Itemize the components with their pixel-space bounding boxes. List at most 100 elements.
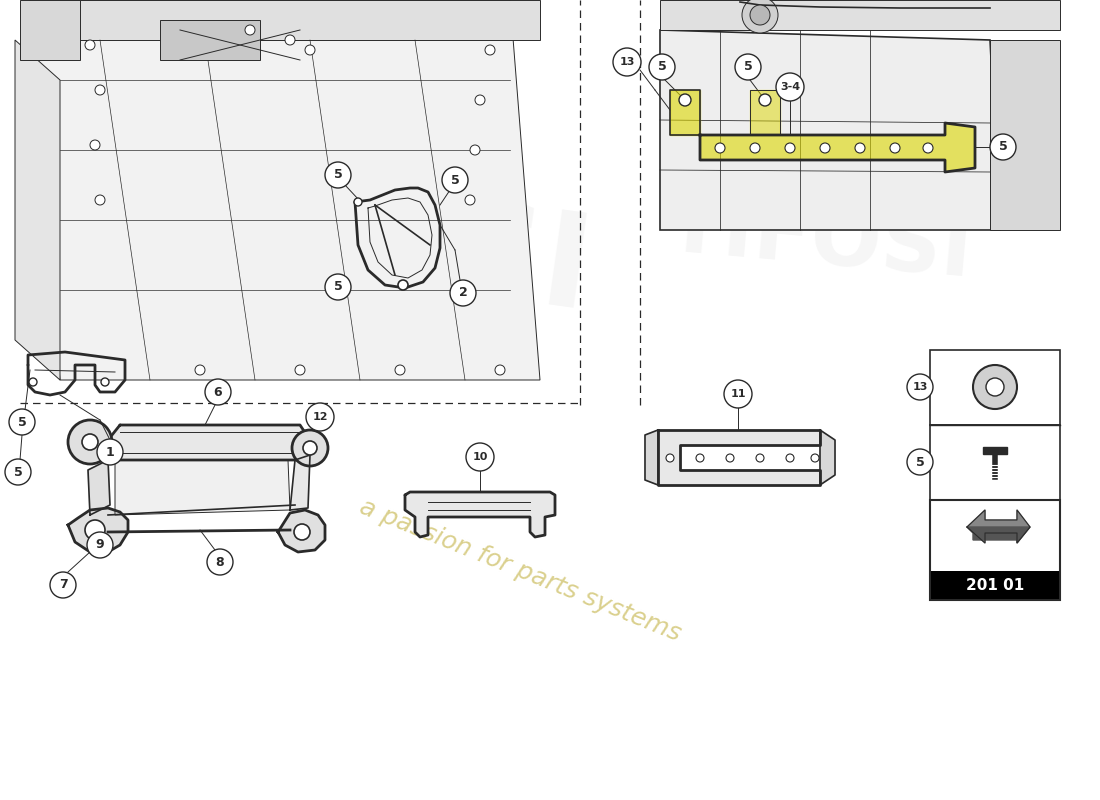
Circle shape bbox=[855, 143, 865, 153]
Text: 8: 8 bbox=[216, 555, 224, 569]
Text: a passion for parts systems: a passion for parts systems bbox=[355, 494, 684, 646]
Text: 9: 9 bbox=[96, 538, 104, 551]
Text: 5: 5 bbox=[18, 415, 26, 429]
Circle shape bbox=[759, 94, 771, 106]
Circle shape bbox=[292, 430, 328, 466]
Circle shape bbox=[465, 195, 475, 205]
Text: 5: 5 bbox=[451, 174, 460, 186]
FancyBboxPatch shape bbox=[930, 350, 1060, 425]
Text: 7: 7 bbox=[58, 578, 67, 591]
Circle shape bbox=[613, 48, 641, 76]
Circle shape bbox=[974, 365, 1018, 409]
Text: 5: 5 bbox=[999, 141, 1008, 154]
Polygon shape bbox=[660, 0, 1060, 30]
Bar bbox=[931, 571, 1059, 599]
Circle shape bbox=[306, 403, 334, 431]
Polygon shape bbox=[660, 30, 1000, 230]
Circle shape bbox=[450, 280, 476, 306]
Circle shape bbox=[485, 45, 495, 55]
Bar bbox=[930, 500, 1060, 600]
Text: 3-4: 3-4 bbox=[780, 82, 800, 92]
Polygon shape bbox=[645, 430, 658, 485]
Circle shape bbox=[285, 35, 295, 45]
Circle shape bbox=[101, 378, 109, 386]
Circle shape bbox=[475, 95, 485, 105]
Polygon shape bbox=[967, 510, 1030, 543]
Text: 13: 13 bbox=[619, 57, 635, 67]
Circle shape bbox=[666, 454, 674, 462]
Circle shape bbox=[87, 532, 113, 558]
Text: 201 01: 201 01 bbox=[966, 578, 1024, 593]
Circle shape bbox=[756, 454, 764, 462]
Circle shape bbox=[29, 378, 37, 386]
Circle shape bbox=[908, 449, 933, 475]
Circle shape bbox=[207, 549, 233, 575]
Text: 10: 10 bbox=[472, 452, 487, 462]
Polygon shape bbox=[30, 0, 540, 380]
Circle shape bbox=[776, 73, 804, 101]
Circle shape bbox=[294, 524, 310, 540]
Circle shape bbox=[785, 143, 795, 153]
Circle shape bbox=[750, 5, 770, 25]
Circle shape bbox=[245, 25, 255, 35]
Polygon shape bbox=[15, 40, 60, 380]
Circle shape bbox=[735, 54, 761, 80]
Circle shape bbox=[6, 459, 31, 485]
Circle shape bbox=[9, 409, 35, 435]
Circle shape bbox=[724, 380, 752, 408]
Circle shape bbox=[85, 520, 104, 540]
Text: TIFOSI: TIFOSI bbox=[663, 186, 977, 294]
Polygon shape bbox=[700, 123, 975, 172]
Polygon shape bbox=[68, 508, 128, 552]
Circle shape bbox=[68, 420, 112, 464]
Circle shape bbox=[495, 365, 505, 375]
Circle shape bbox=[324, 274, 351, 300]
Polygon shape bbox=[658, 430, 820, 485]
Circle shape bbox=[742, 0, 778, 33]
Text: 5: 5 bbox=[658, 61, 667, 74]
Polygon shape bbox=[405, 492, 556, 537]
Circle shape bbox=[679, 94, 691, 106]
Circle shape bbox=[95, 195, 104, 205]
Circle shape bbox=[324, 162, 351, 188]
Circle shape bbox=[205, 379, 231, 405]
Polygon shape bbox=[160, 20, 260, 60]
Circle shape bbox=[696, 454, 704, 462]
Circle shape bbox=[90, 140, 100, 150]
FancyBboxPatch shape bbox=[930, 425, 1060, 500]
Circle shape bbox=[908, 374, 933, 400]
Text: 6: 6 bbox=[213, 386, 222, 398]
Polygon shape bbox=[60, 0, 540, 40]
Circle shape bbox=[890, 143, 900, 153]
Text: 13: 13 bbox=[912, 382, 927, 392]
Circle shape bbox=[820, 143, 830, 153]
Circle shape bbox=[305, 45, 315, 55]
Circle shape bbox=[82, 434, 98, 450]
Polygon shape bbox=[990, 40, 1060, 230]
Circle shape bbox=[750, 143, 760, 153]
Text: 5: 5 bbox=[13, 466, 22, 478]
Circle shape bbox=[986, 378, 1004, 396]
Polygon shape bbox=[967, 527, 1030, 543]
Text: 1: 1 bbox=[106, 446, 114, 458]
Circle shape bbox=[302, 441, 317, 455]
Text: 5: 5 bbox=[333, 281, 342, 294]
Circle shape bbox=[295, 365, 305, 375]
Text: 5: 5 bbox=[744, 61, 752, 74]
Polygon shape bbox=[750, 90, 780, 135]
Circle shape bbox=[470, 145, 480, 155]
Text: 12: 12 bbox=[312, 412, 328, 422]
Circle shape bbox=[923, 143, 933, 153]
Circle shape bbox=[466, 443, 494, 471]
Circle shape bbox=[398, 280, 408, 290]
Text: 11: 11 bbox=[730, 389, 746, 399]
Polygon shape bbox=[278, 510, 324, 552]
Circle shape bbox=[97, 439, 123, 465]
Circle shape bbox=[786, 454, 794, 462]
Circle shape bbox=[50, 572, 76, 598]
Polygon shape bbox=[670, 90, 700, 135]
Polygon shape bbox=[116, 460, 290, 515]
Polygon shape bbox=[290, 455, 310, 510]
Polygon shape bbox=[983, 447, 1006, 454]
Polygon shape bbox=[820, 430, 835, 485]
